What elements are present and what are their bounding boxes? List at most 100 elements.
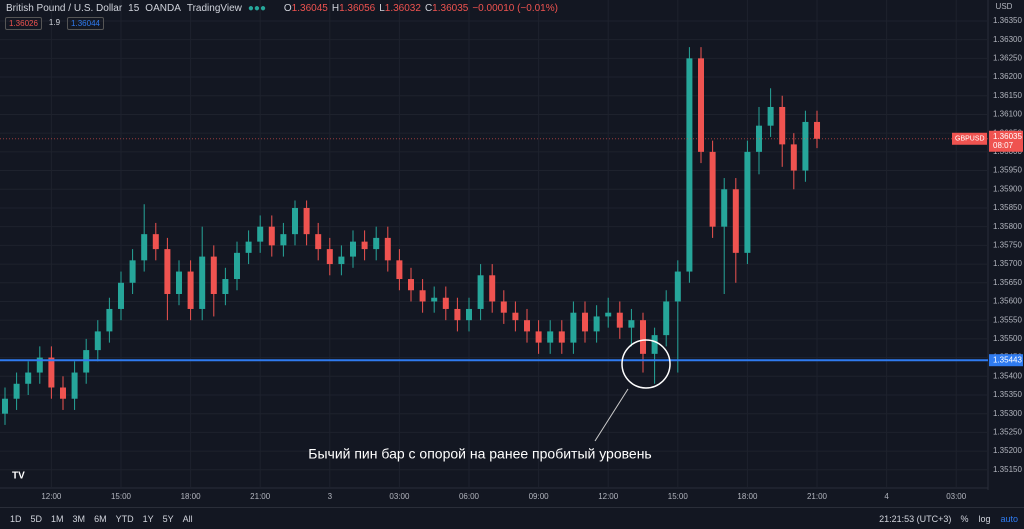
x-tick-label: 18:00 bbox=[737, 492, 758, 501]
candle-body bbox=[48, 357, 55, 388]
x-tick-label: 09:00 bbox=[529, 492, 550, 501]
candle-body bbox=[187, 271, 194, 309]
range-button[interactable]: 6M bbox=[94, 513, 107, 524]
candle-body bbox=[106, 308, 113, 332]
clock: 21:21:53 (UTC+3) bbox=[879, 513, 952, 524]
candle-body bbox=[36, 357, 43, 373]
candle-body bbox=[674, 271, 681, 302]
candle-body bbox=[141, 234, 148, 261]
y-tick-label: 1.35950 bbox=[993, 166, 1022, 175]
y-tick-label: 1.35150 bbox=[993, 465, 1022, 474]
price-tag bbox=[989, 130, 1023, 152]
y-tick-label: 1.36350 bbox=[993, 16, 1022, 25]
exchange: OANDA bbox=[145, 3, 181, 14]
interval[interactable]: 15 bbox=[128, 3, 140, 14]
candle-body bbox=[547, 331, 554, 343]
candle-body bbox=[13, 383, 20, 399]
candle-body bbox=[315, 234, 322, 250]
range-button[interactable]: 3M bbox=[72, 513, 86, 524]
candle-body bbox=[222, 279, 229, 294]
level-label: 1.35443 bbox=[993, 355, 1022, 364]
status-dots: ●●● bbox=[247, 3, 267, 14]
candle-body bbox=[129, 260, 136, 283]
y-tick-label: 1.36200 bbox=[993, 72, 1022, 81]
ohlc-part: 1.36035 bbox=[432, 3, 469, 14]
toggle[interactable]: log bbox=[978, 513, 991, 524]
y-tick-label: 1.35800 bbox=[993, 222, 1022, 231]
candle-body bbox=[628, 320, 635, 328]
ranges: 1D 5D 1M 3M 6M YTD 1Y 5Y All bbox=[10, 514, 193, 524]
candle-body bbox=[431, 297, 438, 302]
ohlc-part: 1.36056 bbox=[339, 3, 376, 14]
candle-body bbox=[326, 249, 333, 265]
price-axis-bg bbox=[988, 0, 1024, 507]
candle-body bbox=[698, 58, 705, 152]
y-tick-label: 1.35900 bbox=[993, 184, 1022, 193]
range-button[interactable]: 5D bbox=[30, 513, 43, 524]
y-tick-label: 1.35600 bbox=[993, 297, 1022, 306]
candle-body bbox=[535, 331, 542, 343]
countdown-label: 08:07 bbox=[993, 141, 1014, 150]
candle-body bbox=[268, 226, 275, 246]
y-tick-label: 1.35400 bbox=[993, 371, 1022, 380]
range-button[interactable]: 1D bbox=[10, 513, 22, 524]
highlight-circle bbox=[621, 339, 671, 389]
y-tick-label: 1.36150 bbox=[993, 91, 1022, 100]
candle-body bbox=[25, 372, 32, 384]
symbol: British Pound / U.S. Dollar bbox=[6, 3, 123, 14]
range-button[interactable]: All bbox=[182, 513, 193, 524]
candle-body bbox=[303, 207, 310, 235]
currency: USD bbox=[996, 2, 1013, 11]
ohlc-part: L bbox=[379, 3, 385, 14]
x-tick-label: 12:00 bbox=[41, 492, 62, 501]
candle-body bbox=[291, 207, 298, 235]
candle-body bbox=[280, 234, 287, 246]
ohlc-part: H bbox=[331, 3, 340, 14]
candle-body bbox=[651, 335, 658, 354]
y-tick-label: 1.35750 bbox=[993, 240, 1022, 249]
candle-body bbox=[59, 387, 66, 399]
annotation-pointer bbox=[594, 388, 629, 442]
bid: 1.36026 bbox=[5, 17, 42, 30]
annotation: Бычий пин бар с опорой на ранее пробитый… bbox=[308, 446, 651, 462]
candle-body bbox=[419, 290, 426, 302]
footer: 1D 5D 1M 3M 6M YTD 1Y 5Y All 21:21:53 (UTC+3) % l… bbox=[0, 507, 1024, 529]
candle-body bbox=[454, 308, 461, 321]
ohlc: O1.36045 H1.36056 L1.36032 C1.36035 −0.00010… bbox=[284, 3, 562, 14]
candle-body bbox=[663, 301, 670, 336]
toggle[interactable]: auto bbox=[1000, 513, 1018, 524]
y-tick-label: 1.35250 bbox=[993, 427, 1022, 436]
ohlc-part: O bbox=[283, 3, 292, 14]
candle-body bbox=[396, 260, 403, 280]
range-button[interactable]: 1M bbox=[51, 513, 64, 524]
y-tick-label: 1.35350 bbox=[993, 390, 1022, 399]
y-tick-label: 1.35550 bbox=[993, 315, 1022, 324]
candle-body bbox=[593, 316, 600, 332]
toggle[interactable]: % bbox=[960, 513, 969, 524]
x-tick-label: 03:00 bbox=[946, 492, 967, 501]
range-button[interactable]: YTD bbox=[115, 513, 134, 524]
candle-body bbox=[512, 312, 519, 321]
candle-body bbox=[442, 297, 449, 309]
x-tick-label: 15:00 bbox=[668, 492, 689, 501]
candle-body bbox=[605, 312, 612, 317]
ohlc-part: −0.00010 (−0.01%) bbox=[472, 3, 558, 14]
x-tick-label: 21:00 bbox=[807, 492, 828, 501]
candle-body bbox=[582, 312, 589, 332]
candle-body bbox=[721, 189, 728, 227]
x-tick-label: 15:00 bbox=[111, 492, 132, 501]
candle-body bbox=[152, 234, 159, 250]
range-button[interactable]: 1Y bbox=[142, 513, 154, 524]
candle-body bbox=[384, 237, 391, 261]
candle-body bbox=[616, 312, 623, 328]
candle-body bbox=[94, 331, 101, 351]
candle-body bbox=[257, 226, 264, 242]
header: British Pound / U.S. Dollar 15 OANDA Tra… bbox=[6, 3, 562, 14]
candle-body bbox=[732, 189, 739, 253]
candle-body bbox=[373, 237, 380, 250]
candle-body bbox=[466, 308, 473, 321]
price-label: 1.36035 bbox=[993, 132, 1022, 141]
source: TradingView bbox=[186, 3, 242, 14]
ask: 1.36044 bbox=[67, 17, 104, 30]
range-button[interactable]: 5Y bbox=[162, 513, 174, 524]
